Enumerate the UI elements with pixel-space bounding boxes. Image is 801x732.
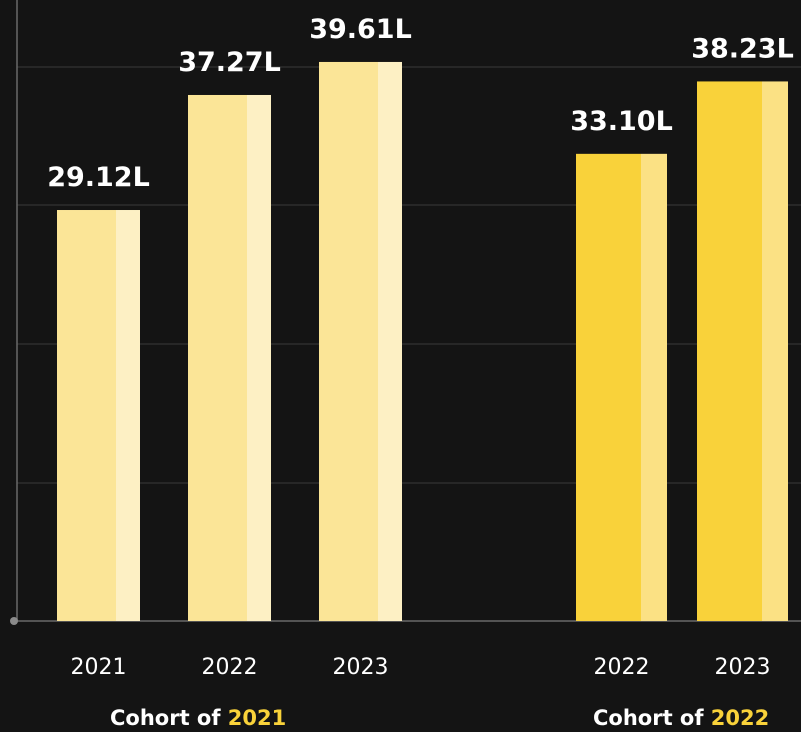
bar	[319, 61, 378, 621]
bar	[188, 94, 247, 622]
bar-value-label: 33.10L	[570, 106, 673, 137]
cohort-2021-title-prefix: Cohort of	[110, 706, 228, 730]
cohort-2021-title-year: 2021	[227, 706, 287, 730]
cohort-2021-title: Cohort of 2021	[110, 706, 286, 730]
bar-highlight	[762, 81, 788, 622]
bar-highlight	[116, 210, 140, 621]
x-tick-label: 2022	[202, 655, 258, 680]
bar	[57, 210, 116, 621]
cohort-2022-title-year: 2022	[710, 706, 770, 730]
cohort-2022-title: Cohort of 2022	[593, 706, 769, 730]
bar-value-label: 37.27L	[178, 47, 281, 78]
bar-value-label: 39.61L	[309, 14, 412, 45]
bar-value-label: 38.23L	[691, 33, 794, 64]
bar-value-label: 29.12L	[47, 162, 150, 193]
bar	[576, 153, 641, 622]
bar-highlight	[378, 61, 402, 621]
label-layer: 29.12L 2021 37.27L 2022 39.61L 2023 33.10L 2022…	[47, 14, 794, 680]
x-tick-label: 2022	[594, 655, 650, 680]
bar-highlight	[641, 153, 667, 622]
bar	[697, 81, 762, 622]
axis-origin-dot	[10, 617, 18, 625]
x-tick-label: 2023	[333, 655, 389, 680]
bar-layer	[57, 61, 788, 622]
cohort-2022-title-prefix: Cohort of	[593, 706, 711, 730]
grid-layer	[10, 0, 801, 625]
x-tick-label: 2023	[715, 655, 771, 680]
x-tick-label: 2021	[71, 655, 127, 680]
bar-highlight	[247, 94, 271, 622]
